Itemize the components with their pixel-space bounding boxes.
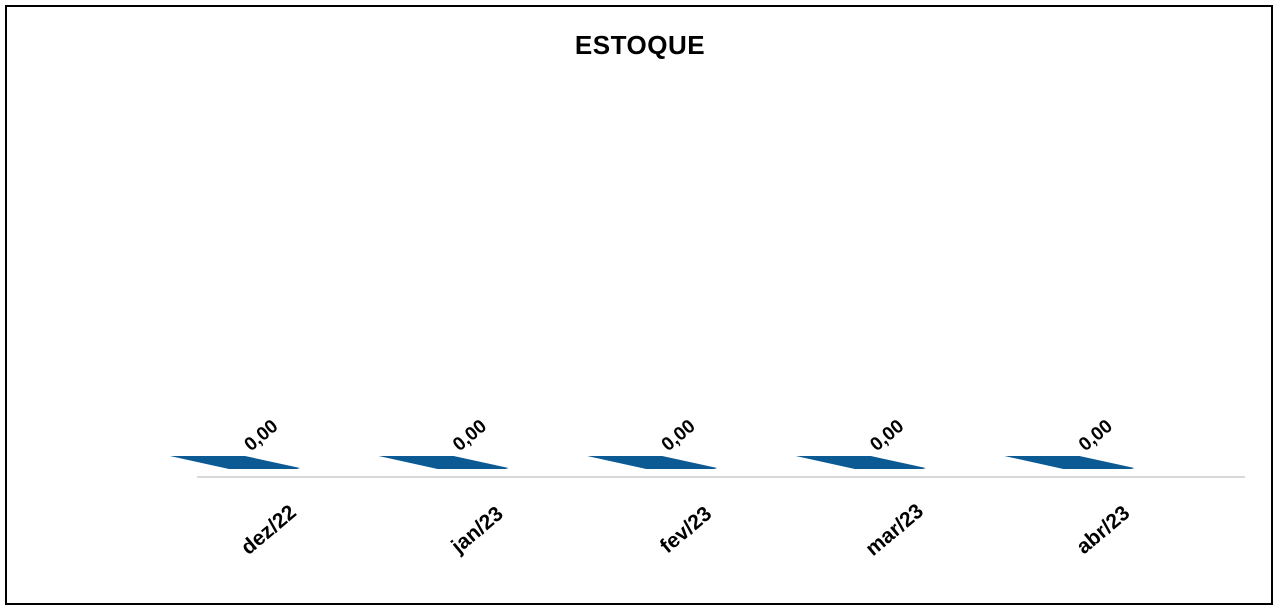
chart-plot-area: 0,00 dez/22 0,00 jan/23 0,00 fev/23 0,00 mar/23… [170,416,1245,561]
chart-title: ESTOQUE [574,30,706,60]
chart-marks: 0,00 dez/22 0,00 jan/23 0,00 fev/23 0,00 mar/23… [170,416,1135,561]
data-label: 0,00 [866,416,908,456]
bar-dez-22 [170,456,300,469]
x-tick-label: mar/23 [861,499,928,560]
data-label: 0,00 [1075,416,1117,456]
bar-abr-23 [1004,456,1135,469]
data-label: 0,00 [658,416,700,456]
chart-frame [5,5,1273,605]
x-tick-label: fev/23 [656,502,716,558]
bar-mar-23 [795,456,926,469]
data-label: 0,00 [449,416,491,456]
data-label: 0,00 [241,416,283,456]
bar-jan-23 [378,456,509,469]
x-tick-label: jan/23 [446,502,507,559]
bar-fev-23 [587,456,718,469]
x-tick-label: dez/22 [237,501,301,560]
x-tick-label: abr/23 [1072,501,1134,558]
